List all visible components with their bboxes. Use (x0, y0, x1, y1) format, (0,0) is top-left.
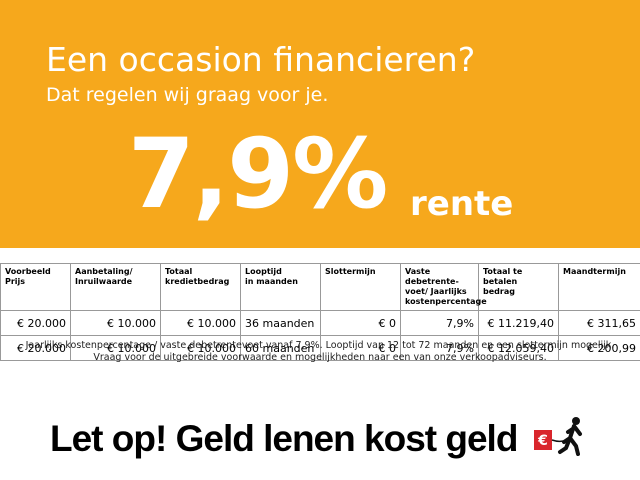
column-header: Maandtermijn (558, 263, 640, 311)
row: € 20.000 € 10.000 € 10.000 60 maanden € 0 7,9… (0, 335, 640, 361)
column-header: Vaste debetrente- voet/ Jaarlijks kosten… (400, 263, 487, 311)
column-header: Looptijd in maanden (240, 263, 321, 311)
cell: € 10.000 (160, 310, 241, 336)
cell: 60 maanden (240, 335, 321, 361)
title: Een occasion financieren? (46, 40, 476, 79)
footnote: Jaarlijks kostenpercentage / vaste debet… (25, 340, 615, 351)
cell: € 20.000 (0, 335, 71, 361)
cell: € 20.000 (0, 310, 71, 336)
row: € 20.000 € 10.000 € 10.000 36 maanden € 0 7,9… (0, 310, 640, 336)
column-header: Aanbetaling/ Inruilwaarde (70, 263, 161, 311)
cell: € 11.219,40 (478, 310, 559, 336)
cell: € 10.000 (70, 335, 161, 361)
cell: 36 maanden (240, 310, 321, 336)
header-row: Voorbeeld Prijs Aanbetaling/ Inruilwaarde… (0, 263, 640, 311)
cell: € 200,99 (558, 335, 640, 361)
cell: € 0 (320, 310, 401, 336)
column-header: Slottermijn (320, 263, 401, 311)
cell: € 12.059,40 (478, 335, 559, 361)
rate: 7,9% (128, 118, 388, 230)
cell: € 0 (320, 335, 401, 361)
cell: € 10.000 (160, 335, 241, 361)
rate-suffix: rente (410, 184, 514, 224)
warning-icon: € (534, 417, 582, 456)
column-header: Voorbeeld Prijs (0, 263, 71, 311)
cell: € 10.000 (70, 310, 161, 336)
warning: Let op! Geld lenen kost geld (50, 418, 518, 459)
column-header: Totaal kredietbedrag (160, 263, 241, 311)
cell: 7,9% (400, 310, 479, 336)
svg-text:€: € (537, 433, 548, 449)
column-header: Totaal te betalen bedrag (478, 263, 559, 311)
subtitle: Dat regelen wij graag voor je. (46, 84, 329, 106)
banner: Een occasion financieren? Dat regelen wi… (0, 0, 640, 248)
footnote: Vraag voor de uitgebreide voorwaarde en … (93, 352, 547, 363)
finance-table: Voorbeeld Prijs Aanbetaling/ Inruilwaarde… (0, 263, 640, 361)
cell: 7,9% (400, 335, 479, 361)
cell: € 311,65 (558, 310, 640, 336)
